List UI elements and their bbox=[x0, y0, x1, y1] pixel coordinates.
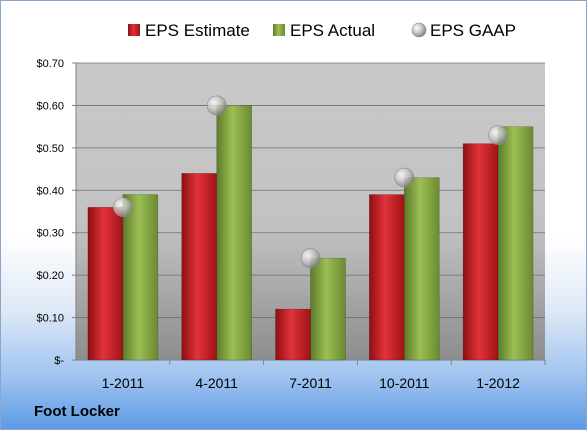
eps-estimate-bar bbox=[275, 308, 311, 361]
eps-actual-bar bbox=[403, 177, 440, 361]
legend-swatch bbox=[128, 24, 140, 36]
y-tick-label: $0.10 bbox=[36, 313, 64, 325]
eps-actual-bar bbox=[310, 257, 346, 361]
axes: $- $0.10 $0.20 $0.30 $0.40 $0.50 $0.60 $0.70 1-2… bbox=[36, 58, 546, 391]
company-caption: Foot Locker bbox=[34, 403, 120, 420]
eps-gaap-marker bbox=[394, 167, 415, 188]
eps-gaap-marker bbox=[300, 248, 321, 268]
y-tick-label: $0.70 bbox=[36, 58, 64, 70]
eps-gaap-marker bbox=[206, 95, 227, 116]
x-tick-label: 1-2012 bbox=[476, 375, 520, 391]
x-tick-label: 4-2011 bbox=[195, 375, 238, 391]
legend: EPS Estimate EPS Actual EPS GAAP bbox=[128, 21, 516, 40]
eps-gaap-marker bbox=[113, 197, 133, 218]
x-tick-label: 10-2011 bbox=[379, 375, 430, 391]
y-tick-label: $0.40 bbox=[36, 185, 64, 197]
x-tick-label: 7-2011 bbox=[289, 375, 332, 391]
bars bbox=[87, 105, 534, 361]
eps-estimate-bar bbox=[87, 206, 124, 361]
eps-estimate-bar bbox=[181, 173, 217, 361]
legend-swatch bbox=[273, 24, 285, 36]
y-tick-label: $0.30 bbox=[36, 228, 64, 240]
eps-actual-bar bbox=[122, 194, 159, 361]
eps-actual-bar bbox=[497, 126, 534, 361]
legend-label: EPS Actual bbox=[290, 21, 375, 40]
legend-label: EPS Estimate bbox=[145, 21, 250, 40]
y-tick-label: $0.50 bbox=[36, 143, 64, 155]
eps-actual-bar bbox=[216, 105, 252, 361]
eps-estimate-bar bbox=[462, 143, 499, 361]
y-tick-label: $- bbox=[54, 355, 64, 367]
legend-swatch bbox=[411, 22, 427, 38]
x-tick-label: 1-2011 bbox=[102, 375, 145, 391]
y-tick-label: $0.20 bbox=[36, 270, 64, 282]
y-tick-label: $0.60 bbox=[36, 100, 64, 112]
gaap-markers bbox=[113, 95, 508, 268]
legend-label: EPS GAAP bbox=[430, 21, 516, 40]
eps-gaap-marker bbox=[488, 125, 508, 145]
eps-estimate-bar bbox=[368, 194, 405, 361]
